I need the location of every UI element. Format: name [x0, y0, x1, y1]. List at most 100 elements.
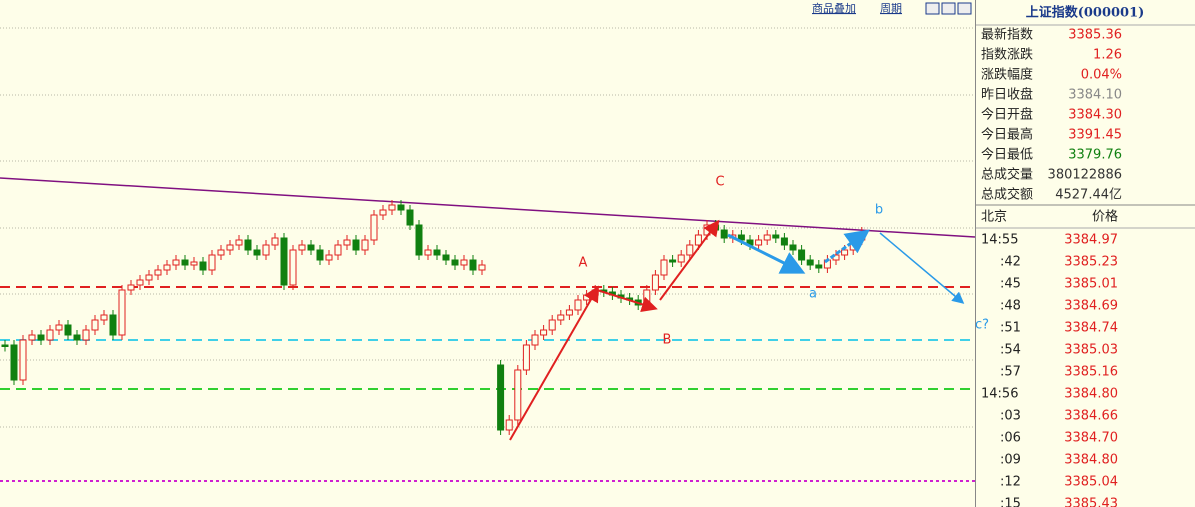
candle-body [737, 234, 745, 241]
candle-body [334, 244, 342, 256]
nav-button[interactable] [941, 2, 956, 15]
candle-body [514, 369, 522, 421]
candle-body [217, 249, 225, 256]
tick-time: :03 [1000, 409, 1021, 424]
tick-price: 3385.16 [1064, 365, 1118, 380]
trend-line [0, 177, 976, 238]
quote-label: 今日最高 [981, 127, 1033, 143]
quote-label: 指数涨跌 [981, 47, 1033, 63]
candle-body [316, 249, 324, 261]
toolbar-link[interactable]: 周期 [880, 2, 902, 15]
candle-body [91, 319, 99, 331]
candle-body [442, 254, 450, 261]
nav-button[interactable] [925, 2, 940, 15]
tick-price: 3385.43 [1064, 497, 1118, 507]
candle-body [127, 284, 135, 291]
candle-body [772, 234, 780, 239]
candle-body [100, 314, 108, 321]
candle-body [235, 239, 243, 246]
quote-value: 3391.45 [1068, 128, 1122, 143]
tick-price: 3385.01 [1064, 277, 1118, 292]
candle-body [388, 204, 396, 211]
candle-body [352, 239, 360, 251]
tick-time: :06 [1000, 431, 1021, 446]
candle-body [271, 237, 279, 246]
candle-body [540, 329, 548, 336]
tick-time: :48 [1000, 299, 1021, 314]
wave-label: b [875, 203, 883, 218]
tick-time: 14:56 [981, 387, 1018, 402]
candle-body [531, 334, 539, 346]
candle-body [325, 254, 333, 261]
candle-body [806, 259, 814, 266]
quote-value: 3384.30 [1068, 108, 1122, 123]
candle-body [73, 334, 81, 341]
candle-body [145, 274, 153, 281]
candle-body [694, 234, 702, 246]
quote-label: 总成交量 [981, 167, 1033, 183]
tick-price: 3384.80 [1064, 387, 1118, 402]
candle-body [789, 244, 797, 251]
tick-price: 3385.23 [1064, 255, 1118, 270]
candle-body [253, 249, 261, 256]
candle-body [361, 239, 369, 251]
wave-arrows [509, 219, 720, 441]
tick-price: 3385.03 [1064, 343, 1118, 358]
side-panel [976, 0, 1195, 507]
quote-label: 涨跌幅度 [981, 67, 1033, 83]
candle-body [798, 249, 806, 261]
quote-label: 最新指数 [981, 27, 1033, 43]
candle-body [1, 344, 9, 347]
candle-body [574, 299, 582, 311]
candle-body [583, 294, 591, 301]
candle-body [298, 244, 306, 251]
quote-title: 上证指数(000001) [1026, 5, 1145, 21]
candle-body [755, 239, 763, 246]
candle-body [163, 264, 171, 271]
quote-label: 总成交额 [981, 187, 1033, 203]
candle-body [415, 224, 423, 256]
nav-button[interactable] [957, 2, 972, 15]
tick-time: :54 [1000, 343, 1021, 358]
candle-body [280, 237, 288, 286]
candle-body [651, 274, 659, 291]
wave-label: A [579, 256, 588, 271]
candle-body [548, 319, 556, 331]
candle-body [64, 324, 72, 336]
candle-body [37, 334, 45, 341]
candle-body [136, 279, 144, 286]
candle-body [669, 259, 677, 263]
candle-body [109, 314, 117, 336]
quote-value: 3379.76 [1068, 148, 1122, 163]
candle-body [10, 344, 18, 381]
tick-time: :09 [1000, 453, 1021, 468]
tick-price: 3385.04 [1064, 475, 1118, 490]
quote-value: 3384.10 [1068, 88, 1122, 103]
candle-body [686, 244, 694, 256]
candle-body [199, 261, 207, 271]
candle-body [460, 259, 468, 266]
candle-body [557, 314, 565, 321]
wave-label: c? [975, 318, 989, 333]
toolbar-link[interactable]: 商品叠加 [812, 1, 856, 15]
quote-label: 今日开盘 [981, 107, 1033, 123]
tick-time: :42 [1000, 255, 1021, 270]
wave-label: B [663, 333, 672, 348]
nav-buttons[interactable] [925, 2, 972, 15]
tick-header: 价格 [1092, 209, 1118, 225]
candle-body [190, 261, 198, 266]
candle-body [370, 214, 378, 241]
wave-arrows [727, 229, 965, 304]
candle-body [478, 264, 486, 271]
quote-value: 0.04% [1081, 68, 1122, 83]
candle-body [433, 249, 441, 256]
quote-value: 3385.36 [1068, 28, 1122, 43]
candle-body [522, 344, 530, 371]
grid [0, 27, 975, 428]
candle-body [660, 259, 668, 276]
tick-time: :12 [1000, 475, 1021, 490]
quote-value: 380122886 [1048, 168, 1122, 183]
candle-body [469, 259, 477, 271]
candle-body [262, 244, 270, 256]
